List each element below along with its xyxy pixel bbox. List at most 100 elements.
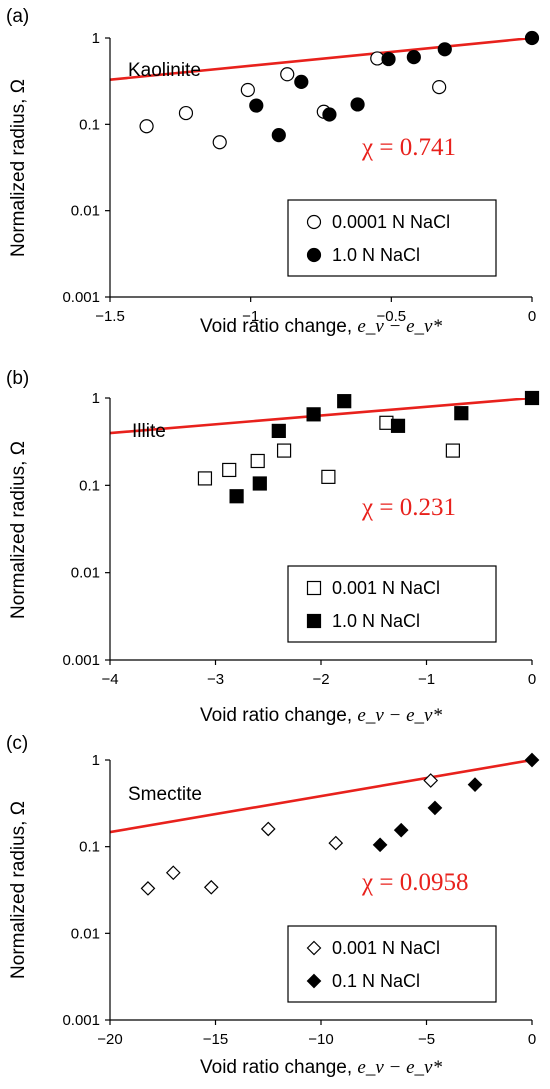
fit-annotation: χ = 0.0958 <box>361 869 468 896</box>
x-tick-label: 0 <box>528 308 536 325</box>
y-tick-label: 0.001 <box>62 652 100 669</box>
series-1 <box>249 30 540 143</box>
data-point <box>328 835 344 851</box>
y-tick-label: 1 <box>92 30 100 47</box>
data-point <box>249 98 264 113</box>
data-point <box>321 469 336 484</box>
panel-label: (c) <box>6 733 28 754</box>
legend-label: 0.001 N NaCl <box>332 938 440 958</box>
legend-marker <box>306 973 322 989</box>
data-point <box>524 30 540 46</box>
y-tick-label: 0.1 <box>79 839 100 856</box>
y-axis-label: Normalized radius, Ω <box>8 801 29 979</box>
x-axis-label-math: e_v − e_v* <box>357 1057 442 1078</box>
data-point <box>427 800 443 816</box>
legend-marker <box>306 247 322 263</box>
legend: 0.001 N NaCl 0.1 N NaCl <box>287 925 497 1003</box>
x-axis-label: Void ratio change, e_v − e_v* <box>200 316 442 337</box>
data-point <box>178 105 194 121</box>
data-point <box>406 50 421 65</box>
data-point <box>393 822 409 838</box>
mineral-label: Smectite <box>128 784 202 805</box>
x-axis-label: Void ratio change, e_v − e_v* <box>200 705 442 726</box>
x-tick-label: −0.5 <box>377 308 407 325</box>
data-point <box>280 67 295 82</box>
x-tick-label: −3 <box>207 671 224 688</box>
legend-marker <box>306 613 322 629</box>
data-point <box>229 489 244 504</box>
legend-marker <box>306 214 322 230</box>
mineral-label: Illite <box>132 421 166 442</box>
y-tick-label: 1 <box>92 752 100 769</box>
data-point <box>276 443 292 458</box>
series-1 <box>372 752 540 853</box>
x-axis-label-text: Void ratio change, <box>200 316 357 337</box>
legend-marker <box>306 940 322 956</box>
data-point <box>372 837 388 853</box>
y-tick-label: 1 <box>92 390 100 407</box>
legend-box <box>287 925 497 1003</box>
data-point <box>381 51 396 67</box>
data-point <box>390 418 406 433</box>
data-point <box>271 128 286 143</box>
x-axis-label: Void ratio change, e_v − e_v* <box>200 1057 442 1078</box>
x-tick-label: −10 <box>308 1031 333 1048</box>
series-1 <box>229 390 540 504</box>
fit-annotation: χ = 0.741 <box>361 134 456 161</box>
data-point <box>467 777 483 792</box>
data-point <box>140 881 156 896</box>
data-point <box>260 821 276 837</box>
y-tick-label: 0.01 <box>71 203 100 220</box>
data-point <box>165 865 181 881</box>
data-point <box>337 394 352 409</box>
panel-b: (b) −4 −3 −2 −1 0 0.001 0.01 0.1 1 Illite χ = 0.231… <box>6 368 540 726</box>
data-point <box>240 82 255 98</box>
panel-label: (b) <box>6 368 29 389</box>
fit-annotation: χ = 0.231 <box>361 494 456 521</box>
data-point <box>294 74 309 90</box>
panel-c: (c) −20 −15 −10 −5 0 0.001 0.01 0.1 1 Smectite χ = … <box>6 733 540 1078</box>
x-tick-label: 0 <box>528 671 536 688</box>
panel-label: (a) <box>6 6 29 27</box>
data-point <box>139 119 154 134</box>
data-point <box>322 107 337 122</box>
y-tick-label: 0.001 <box>62 289 100 306</box>
data-point <box>306 407 321 422</box>
data-point <box>203 879 219 895</box>
y-axis-label: Normalized radius, Ω <box>8 441 29 619</box>
data-point <box>212 135 227 150</box>
legend-label: 0.001 N NaCl <box>332 578 440 598</box>
x-tick-label: −1 <box>242 308 259 325</box>
data-point <box>454 406 469 421</box>
legend-label: 1.0 N NaCl <box>332 245 420 265</box>
x-axis-label-math: e_v − e_v* <box>357 316 442 337</box>
y-axis-label: Normalized radius, Ω <box>8 79 29 257</box>
x-axis-label-text: Void ratio change, <box>200 1057 357 1078</box>
x-tick-label: −20 <box>97 1031 122 1048</box>
legend: 0.0001 N NaCl 1.0 N NaCl <box>287 199 497 277</box>
data-point <box>445 443 460 458</box>
data-point <box>437 42 452 57</box>
legend: 0.001 N NaCl 1.0 N NaCl <box>287 565 497 643</box>
y-tick-label: 0.001 <box>62 1012 100 1029</box>
x-tick-label: −15 <box>203 1031 228 1048</box>
data-point <box>222 462 237 478</box>
series-0 <box>197 415 460 486</box>
y-tick-label: 0.1 <box>79 116 100 133</box>
x-tick-label: −1 <box>418 671 435 688</box>
x-tick-label: −2 <box>312 671 329 688</box>
y-tick-label: 0.01 <box>71 925 100 942</box>
data-point <box>271 423 286 439</box>
x-tick-label: −1.5 <box>95 308 125 325</box>
x-axis-label-text: Void ratio change, <box>200 705 357 726</box>
data-point <box>250 453 265 469</box>
data-point <box>524 390 540 406</box>
data-point <box>252 476 267 491</box>
legend-label: 0.1 N NaCl <box>332 971 420 991</box>
legend-box <box>287 565 497 643</box>
series-0 <box>140 773 439 896</box>
data-point <box>524 752 540 768</box>
data-point <box>432 79 447 95</box>
y-tick-label: 0.01 <box>71 565 100 582</box>
